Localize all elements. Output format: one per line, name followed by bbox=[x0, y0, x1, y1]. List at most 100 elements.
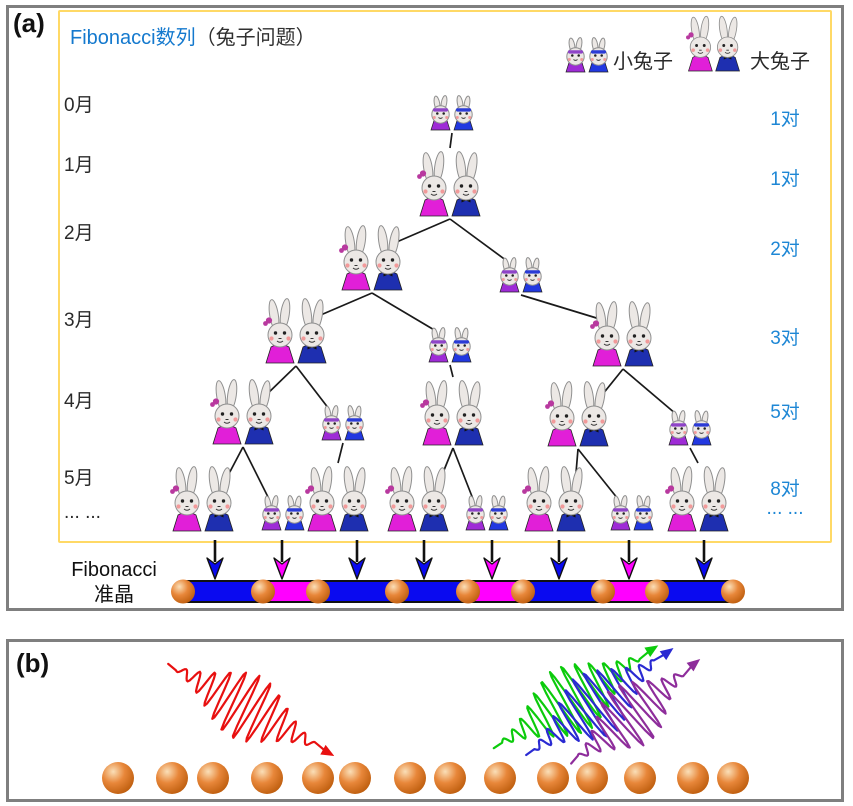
bar-atom-sphere bbox=[645, 579, 669, 604]
big-rabbit-pair bbox=[384, 465, 449, 532]
pair-count-label: 3对 bbox=[770, 328, 800, 349]
title-highlight: Fibonacci数列 bbox=[70, 27, 196, 49]
tree-edge bbox=[622, 368, 677, 415]
big-rabbit-pair bbox=[521, 465, 586, 532]
bar-atom-sphere bbox=[306, 579, 330, 604]
mapping-arrow-head-blue bbox=[695, 557, 713, 580]
small-rabbit-pair bbox=[668, 409, 712, 446]
small-rabbit-pair bbox=[430, 94, 474, 131]
atom-sphere bbox=[434, 762, 466, 794]
tree-edge bbox=[449, 218, 508, 262]
month-label: 3月 bbox=[64, 310, 94, 331]
tree-edge bbox=[689, 447, 699, 464]
bar-segment-L bbox=[657, 581, 733, 602]
quasicrystal-label-line1: Fibonacci bbox=[71, 559, 157, 581]
big-rabbit-pair bbox=[664, 465, 729, 532]
tree-edge bbox=[295, 365, 330, 410]
big-rabbit-pair bbox=[304, 465, 369, 532]
big-rabbit-pair bbox=[338, 224, 403, 291]
month-label: 5月 bbox=[64, 468, 94, 489]
bar-atom-sphere bbox=[456, 579, 480, 604]
atom-sphere bbox=[251, 762, 283, 794]
small-rabbit-pair bbox=[261, 494, 305, 531]
bar-atom-sphere bbox=[721, 579, 745, 604]
pair-count-label: 2对 bbox=[770, 239, 800, 260]
atom-sphere bbox=[302, 762, 334, 794]
tree-edge bbox=[242, 446, 270, 500]
wave-arrowhead-red-pulse bbox=[320, 744, 335, 756]
mapping-arrow-head-blue bbox=[550, 557, 568, 580]
legend-big-rabbit-label: 大兔子 bbox=[750, 51, 810, 73]
bar-segment-S bbox=[603, 581, 657, 602]
bar-atom-sphere bbox=[511, 579, 535, 604]
tree-rabbit-pairs bbox=[169, 94, 729, 532]
bar-atom-sphere bbox=[251, 579, 275, 604]
quasicrystal-label-line2: 准晶 bbox=[94, 584, 134, 606]
atom-sphere bbox=[677, 762, 709, 794]
atom-sphere bbox=[339, 762, 371, 794]
big-rabbit-pair bbox=[209, 378, 274, 445]
wave-arrowhead-purple-pulse bbox=[686, 659, 701, 672]
panel-a-label: (a) bbox=[13, 8, 45, 38]
tree-edge bbox=[449, 132, 453, 149]
month-label: ... ... bbox=[64, 502, 101, 523]
mapping-arrow-head-blue bbox=[206, 557, 224, 580]
tree-edge bbox=[449, 364, 454, 378]
atom-sphere bbox=[576, 762, 608, 794]
bar-atom-sphere bbox=[171, 579, 195, 604]
atom-sphere bbox=[102, 762, 134, 794]
pair-count-label: 5对 bbox=[770, 402, 800, 423]
phonon-scattering-sketch bbox=[102, 645, 749, 794]
wave-arrowhead-blue-pulse bbox=[659, 648, 674, 661]
quasicrystal-label: Fibonacci 准晶 bbox=[56, 558, 172, 608]
legend-big-rabbit-pair bbox=[685, 15, 740, 72]
bar-segment-L bbox=[523, 581, 603, 602]
mapping-arrow-head-magenta bbox=[620, 557, 638, 580]
month-label: 0月 bbox=[64, 95, 94, 116]
legend-small-rabbit-pair bbox=[565, 36, 609, 73]
bar-segment-L bbox=[318, 581, 397, 602]
big-rabbit-pair bbox=[262, 297, 327, 364]
atom-sphere bbox=[197, 762, 229, 794]
tree-edge bbox=[452, 447, 474, 500]
quasicrystal-bar bbox=[171, 540, 745, 604]
pair-count-label: 1对 bbox=[770, 109, 800, 130]
small-rabbit-pair bbox=[321, 404, 365, 441]
bar-segment-L bbox=[183, 581, 263, 602]
atom-sphere bbox=[394, 762, 426, 794]
tree-edge bbox=[337, 442, 344, 464]
wave-packet-purple-pulse bbox=[570, 664, 694, 765]
bar-segment-L bbox=[397, 581, 468, 602]
tree-edge bbox=[577, 448, 619, 500]
tree-edge bbox=[371, 292, 437, 332]
tree-edge bbox=[315, 292, 373, 318]
month-label: 4月 bbox=[64, 391, 94, 412]
mapping-arrow-head-magenta bbox=[483, 557, 501, 580]
wave-packet-blue-pulse bbox=[525, 652, 667, 757]
atom-sphere bbox=[156, 762, 188, 794]
mapping-arrow-head-blue bbox=[348, 557, 366, 580]
tree-edge bbox=[391, 218, 451, 245]
tree-edge bbox=[520, 294, 604, 321]
big-rabbit-pair bbox=[419, 379, 484, 446]
atom-sphere bbox=[484, 762, 516, 794]
big-rabbit-pair bbox=[416, 150, 481, 217]
bar-atom-sphere bbox=[385, 579, 409, 604]
wave-packet-red-pulse bbox=[167, 662, 327, 753]
bar-atom-sphere bbox=[591, 579, 615, 604]
mapping-arrow-head-blue bbox=[415, 557, 433, 580]
bar-segment-S bbox=[263, 581, 318, 602]
big-rabbit-pair bbox=[589, 300, 654, 367]
pair-count-label: 8对 bbox=[770, 479, 800, 500]
legend-small-rabbit-label: 小兔子 bbox=[613, 51, 673, 73]
pair-count-label: ... ... bbox=[766, 498, 804, 519]
bar-segment-S bbox=[468, 581, 523, 602]
atom-sphere bbox=[624, 762, 656, 794]
atom-sphere bbox=[537, 762, 569, 794]
big-rabbit-pair bbox=[544, 380, 609, 447]
atom-sphere bbox=[717, 762, 749, 794]
small-rabbit-pair bbox=[428, 326, 472, 363]
month-label: 1月 bbox=[64, 155, 94, 176]
